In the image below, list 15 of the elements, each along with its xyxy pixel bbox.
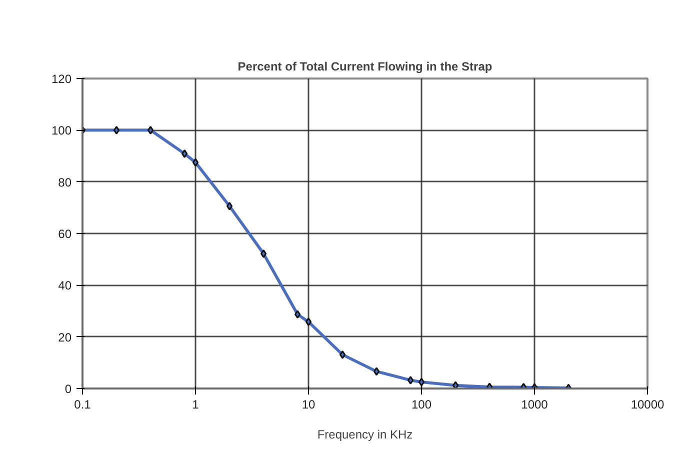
y-tick-label: 40	[58, 278, 72, 293]
y-tick-label: 60	[58, 227, 72, 241]
x-axis-title: Frequency in KHz	[317, 428, 413, 442]
y-tick-label: 20	[58, 330, 72, 344]
y-tick-label: 0	[64, 382, 72, 396]
x-tick-label: 1	[192, 398, 200, 412]
chart-title: Percent of Total Current Flowing in the Strap	[238, 60, 492, 74]
y-tick-label: 120	[51, 72, 72, 86]
x-tick-label: 10000	[630, 398, 665, 412]
y-tick-label: 100	[51, 124, 72, 138]
x-tick-label: 10	[302, 398, 316, 412]
y-tick-label: 80	[58, 175, 72, 190]
x-tick-label: 100	[411, 398, 432, 412]
x-tick-label: 1000	[521, 398, 548, 412]
x-tick-label: 0.1	[74, 398, 92, 412]
